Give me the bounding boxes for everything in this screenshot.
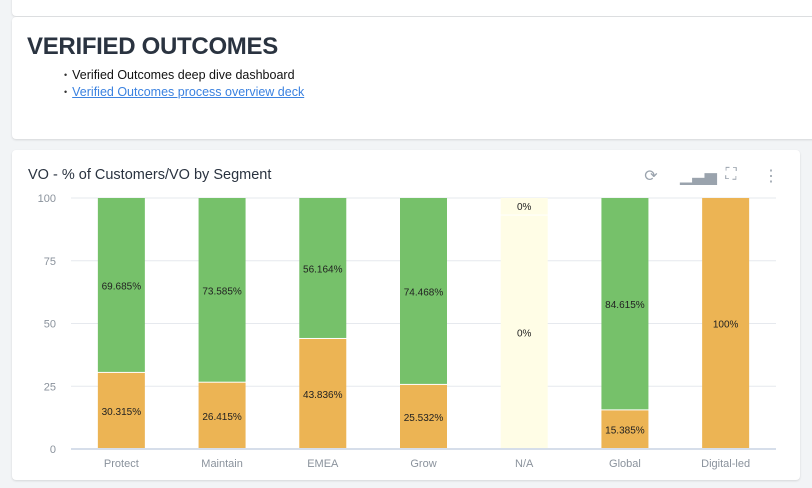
bar-segment: [500, 215, 548, 448]
link-list: Verified Outcomes deep dive dashboard Ve…: [64, 67, 304, 101]
data-label: 69.685%: [102, 281, 142, 292]
data-label: 84.615%: [605, 300, 645, 311]
data-label: 30.315%: [102, 407, 142, 418]
process-deck-link[interactable]: Verified Outcomes process overview deck: [72, 85, 305, 100]
bar-segment: [400, 198, 447, 384]
x-tick-label: N/A: [515, 458, 534, 470]
data-label: 0%: [517, 328, 532, 339]
y-tick-label: 0: [50, 444, 56, 456]
y-tick-label: 25: [44, 381, 56, 393]
y-tick-label: 50: [44, 319, 56, 331]
bar-segment: [299, 338, 347, 448]
list-item: Verified Outcomes deep dive dashboard: [64, 67, 304, 84]
x-tick-label: EMEA: [307, 458, 339, 470]
list-item: Verified Outcomes process overview deck: [64, 84, 304, 101]
x-tick-label: Grow: [410, 458, 436, 470]
data-label: 74.468%: [404, 287, 444, 298]
bar-segment: [601, 198, 649, 410]
y-tick-label: 75: [44, 256, 56, 268]
bar-segment: [702, 198, 750, 448]
data-label: 0%: [517, 202, 532, 213]
more-vertical-icon[interactable]: ⋮: [763, 168, 779, 185]
bullet-text: Verified Outcomes deep dive dashboard: [72, 68, 295, 82]
data-label: 15.385%: [605, 426, 645, 437]
bar-segment: [198, 198, 246, 382]
x-tick-label: Maintain: [201, 458, 243, 470]
bar-segment: [500, 198, 548, 215]
refresh-icon[interactable]: ⟳: [644, 168, 658, 185]
data-label: 26.415%: [202, 412, 242, 423]
bar-segment: [97, 372, 145, 448]
bar-segment: [97, 198, 145, 372]
header-card: VERIFIED OUTCOMES Verified Outcomes deep…: [12, 17, 812, 139]
data-label: 43.836%: [303, 390, 343, 401]
x-tick-label: Global: [609, 458, 641, 470]
data-label: 100%: [713, 320, 739, 331]
x-tick-label: Digital-led: [701, 458, 750, 470]
data-label: 25.532%: [404, 413, 444, 424]
y-tick-label: 100: [38, 193, 56, 205]
x-tick-label: Protect: [104, 458, 139, 470]
bar-segment: [400, 384, 447, 448]
page-title: VERIFIED OUTCOMES: [27, 33, 278, 60]
fullscreen-icon[interactable]: ⛶: [725, 166, 737, 183]
chart-title: VO - % of Customers/VO by Segment: [28, 167, 272, 183]
bar-segment: [299, 198, 347, 338]
bar-segment: [601, 410, 649, 448]
top-card: [12, 0, 812, 16]
data-label: 56.164%: [303, 264, 343, 275]
bar-segment: [198, 382, 246, 448]
data-label: 73.585%: [202, 286, 242, 297]
